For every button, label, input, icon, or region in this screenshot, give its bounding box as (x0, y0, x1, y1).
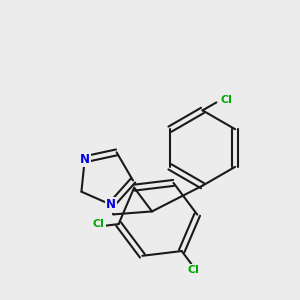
Text: Cl: Cl (220, 95, 232, 106)
Text: N: N (106, 198, 116, 212)
Text: Cl: Cl (93, 219, 105, 229)
Text: N: N (80, 153, 90, 166)
Text: Cl: Cl (187, 265, 199, 275)
